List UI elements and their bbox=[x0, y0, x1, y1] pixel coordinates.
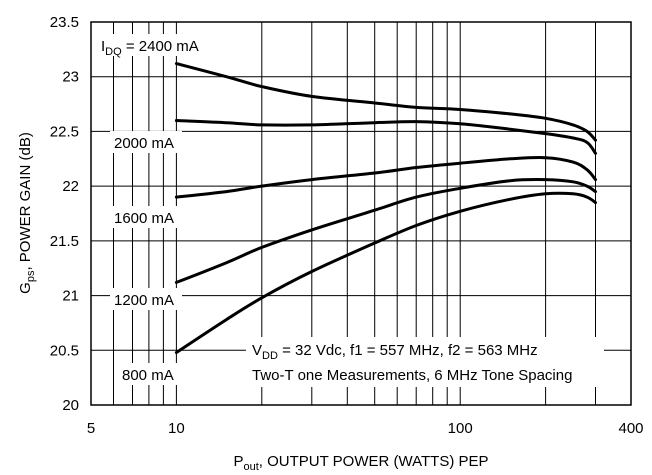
annotation-conditions: VDD = 32 Vdc, f1 = 557 MHz, f2 = 563 MHz bbox=[252, 342, 538, 362]
annotations: VDD = 32 Vdc, f1 = 557 MHz, f2 = 563 MHz… bbox=[246, 337, 604, 387]
series-label-2400: IDQ = 2400 mA bbox=[101, 38, 199, 58]
y-tick-label: 22 bbox=[62, 178, 79, 195]
series-curve-3 bbox=[174, 177, 597, 284]
series-label-2400-mask bbox=[97, 34, 245, 56]
series-label-1200: 1200 mA bbox=[114, 292, 174, 309]
y-tick-label: 20.5 bbox=[50, 342, 79, 359]
y-tick-label: 22.5 bbox=[50, 123, 79, 140]
series-label-1600: 1600 mA bbox=[114, 210, 174, 227]
x-tick-label: 400 bbox=[618, 420, 643, 437]
y-tick-label: 23 bbox=[62, 69, 79, 86]
annotation-mask bbox=[246, 337, 604, 387]
y-tick-label: 20 bbox=[62, 397, 79, 414]
series-curve-4 bbox=[174, 191, 597, 354]
annotation-measurement: Two-T one Measurements, 6 MHz Tone Spaci… bbox=[252, 367, 572, 384]
series-label-2000-mask bbox=[110, 131, 182, 153]
y-axis-title: Gps, POWER GAIN (dB) bbox=[17, 132, 37, 294]
x-axis-title: Pout, OUTPUT POWER (WATTS) PEP bbox=[233, 453, 488, 473]
plot-frame bbox=[90, 21, 632, 406]
series-label-2000: 2000 mA bbox=[114, 135, 174, 152]
series-labels: IDQ = 2400 mA 2000 mA 1600 mA 1200 mA 80… bbox=[97, 34, 245, 385]
y-tick-label: 23.5 bbox=[50, 14, 79, 31]
series-curve-1 bbox=[174, 119, 597, 155]
series-label-1600-mask bbox=[110, 206, 182, 228]
series-curve-0 bbox=[174, 62, 597, 142]
x-tick-label: 5 bbox=[87, 420, 95, 437]
series-label-800-mask bbox=[118, 363, 182, 385]
x-tick-label: 10 bbox=[168, 420, 185, 437]
y-tick-label: 21.5 bbox=[50, 233, 79, 250]
y-tick-label: 21 bbox=[62, 288, 79, 305]
tick-labels: 20 20.5 21 21.5 22 22.5 23 23.5 5 10 100 400 bbox=[50, 14, 644, 437]
series-curves bbox=[174, 62, 597, 354]
series-curve-2 bbox=[174, 155, 597, 199]
series-label-1200-mask bbox=[110, 288, 182, 310]
x-tick-label: 100 bbox=[448, 420, 473, 437]
series-label-800: 800 mA bbox=[122, 367, 174, 384]
